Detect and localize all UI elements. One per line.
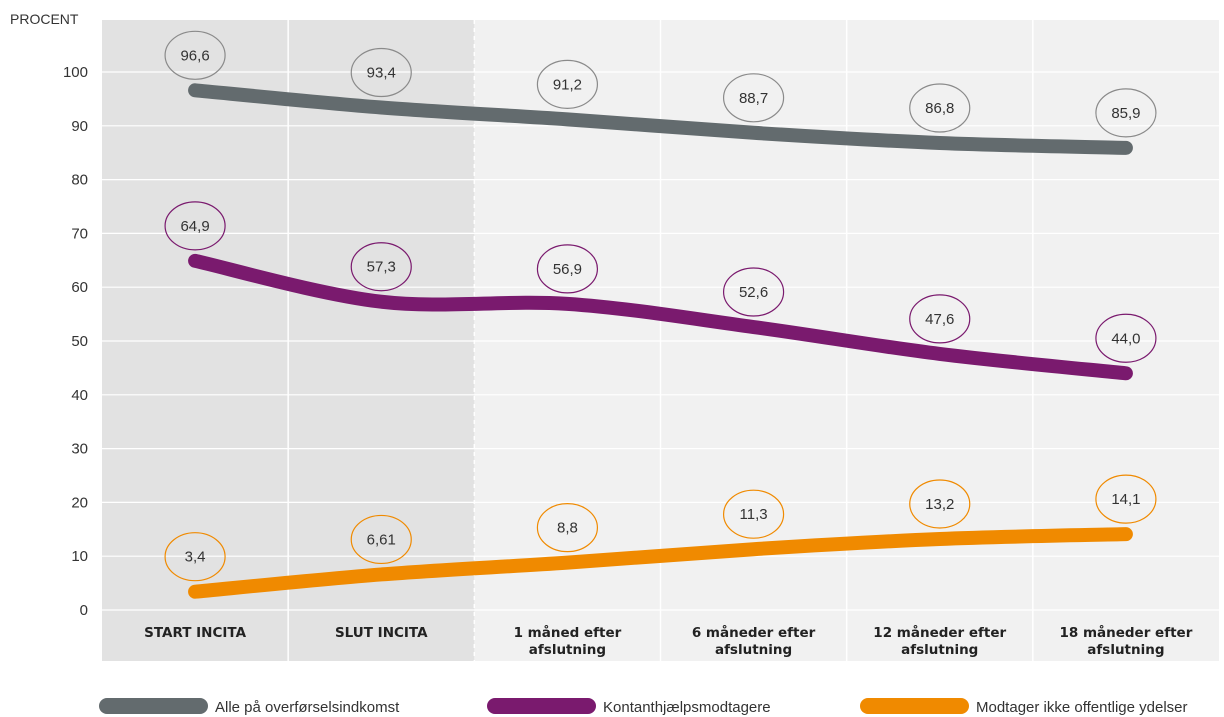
y-tick-label: 80 [71,172,88,189]
data-label: 6,61 [367,531,396,548]
y-axis-ticks: 0 10 20 30 40 50 60 70 80 90 100 [63,64,88,619]
grid-lines [102,20,1219,661]
y-tick-label: 70 [71,225,88,242]
legend-label: Modtager ikke offentlige ydelser [976,699,1188,716]
data-label: 3,4 [185,549,206,566]
data-label: 44,0 [1111,330,1140,347]
data-label-bubble [536,503,599,553]
x-category-label: START INCITA [144,625,246,641]
x-category-label: 12 måneder efter [873,624,1006,641]
data-label: 57,3 [367,259,396,276]
x-axis-categories: START INCITA SLUT INCITA 1 måned efterafsl… [144,624,1193,658]
y-tick-label: 0 [80,602,88,619]
data-label-bubble [350,242,412,292]
data-label: 13,2 [925,496,954,513]
data-label-bubble [1095,313,1157,363]
data-label: 8,8 [557,520,578,537]
x-category-label: afslutning [529,642,606,658]
series-line-3 [188,527,1133,599]
data-label: 93,4 [367,65,396,82]
data-label-bubble [536,244,599,294]
data-label: 11,3 [740,506,768,523]
legend-label: Alle på overførselsindkomst [215,699,400,716]
legend-label: Kontanthjælpsmodtagere [603,699,771,716]
y-tick-label: 20 [71,494,88,511]
data-label-bubble [909,479,971,529]
data-label-bubble [164,201,226,251]
data-label-bubble [909,83,971,133]
data-label-bubble [722,267,785,317]
data-label-bubble [164,532,226,582]
data-label: 52,6 [739,284,768,301]
y-tick-label: 90 [71,118,88,135]
data-label: 47,6 [925,311,954,328]
data-label-bubble [350,514,412,565]
x-category-label: afslutning [901,642,978,658]
data-label: 88,7 [739,90,768,107]
data-label: 91,2 [553,76,582,93]
y-axis-title: PROCENT [10,11,79,27]
legend: Alle på overførselsindkomst Kontanthjælps… [99,698,1188,716]
data-label-bubble [350,47,412,98]
x-category-label: afslutning [1087,642,1164,658]
data-label: 56,9 [553,261,582,278]
data-label: 64,9 [180,218,209,235]
data-label-bubble [909,294,971,344]
y-tick-label: 40 [71,387,88,404]
y-tick-label: 100 [63,64,88,81]
y-tick-label: 50 [71,333,88,350]
data-label-bubble [1095,474,1157,524]
data-label-bubble [536,59,599,109]
y-tick-label: 10 [71,548,88,565]
data-label: 85,9 [1111,105,1140,122]
series-line-1 [188,83,1133,155]
x-category-label: 6 måneder efter [692,624,816,641]
data-label-bubble [164,30,226,80]
data-label-bubble [722,489,785,539]
x-category-label: 1 måned efter [514,624,622,641]
y-tick-label: 60 [71,279,88,296]
data-label-bubble [1095,88,1157,138]
x-category-label: afslutning [715,642,792,658]
series-line-2 [188,253,1133,381]
data-label-bubble [722,73,785,123]
data-label: 14,1 [1111,491,1140,508]
y-tick-label: 30 [71,441,88,458]
series-lines [188,83,1133,599]
data-labels: 96,6 93,4 91,2 88,7 86,8 85,9 64,9 57,3 56,9 52,6… [164,30,1157,582]
x-category-label: 18 måneder efter [1059,624,1192,641]
data-label: 86,8 [925,100,954,117]
x-category-label: SLUT INCITA [335,625,428,641]
data-label: 96,6 [180,47,209,64]
